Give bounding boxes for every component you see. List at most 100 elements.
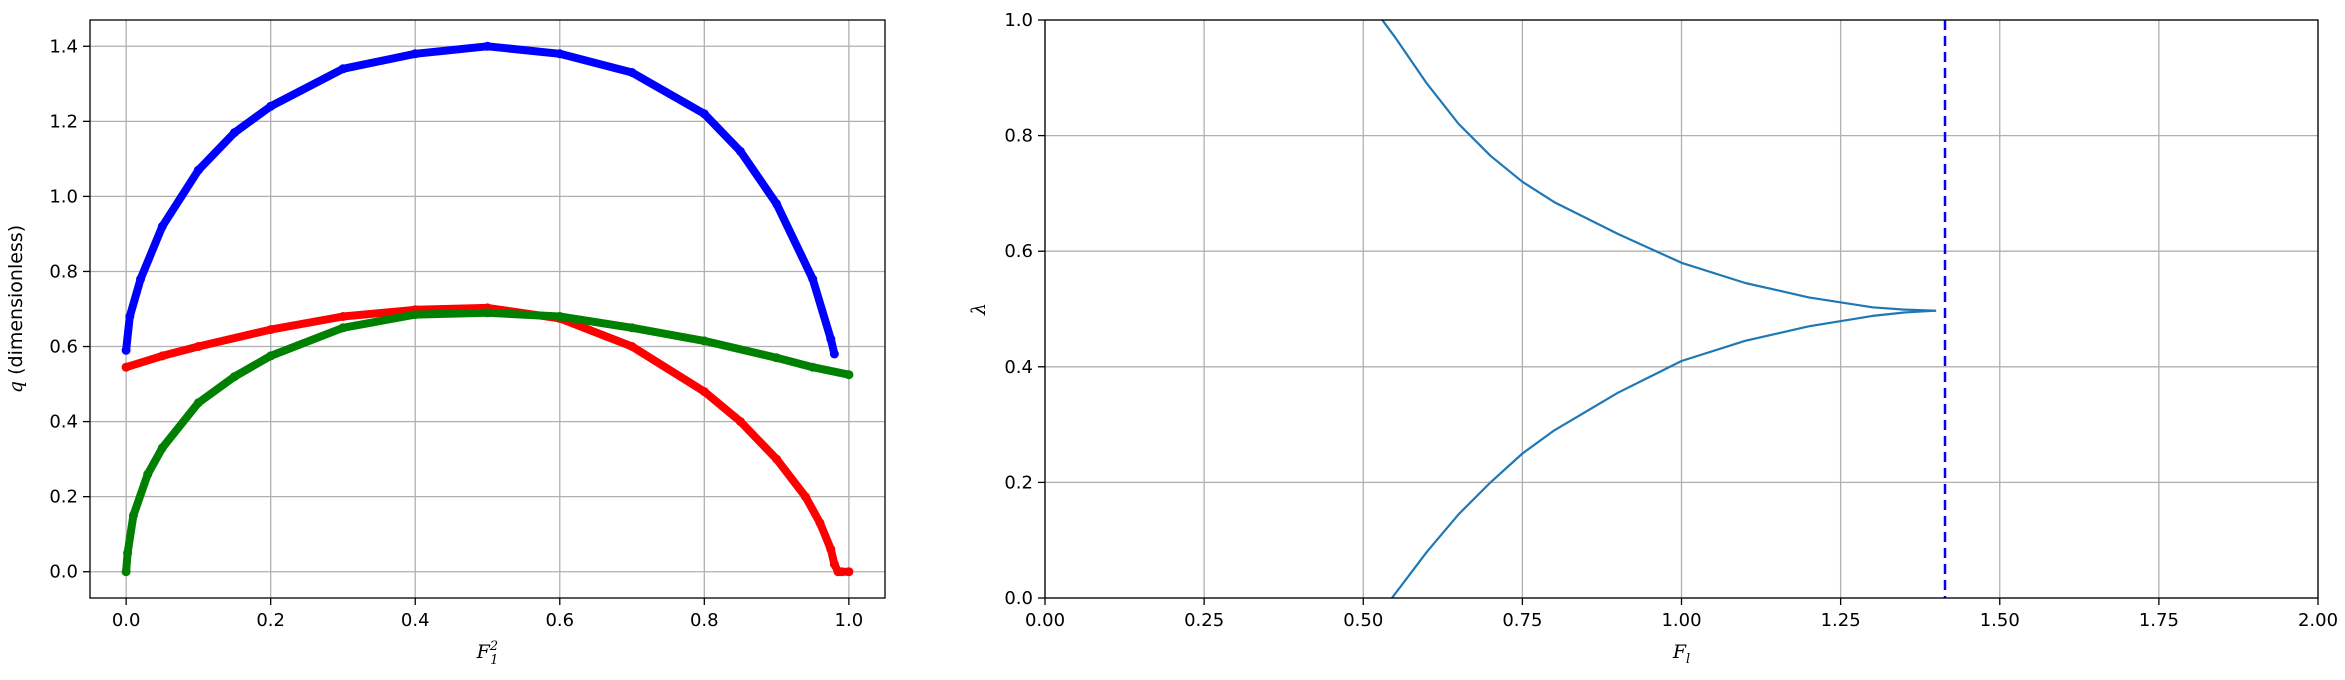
left-series-1-point [193, 342, 203, 351]
right-y-tick-label: 0.4 [1004, 357, 1033, 378]
left-series-2-point [128, 510, 138, 520]
right-series-0-line [1381, 19, 1937, 312]
left-series-0-point [193, 165, 203, 175]
left-series-2-point [808, 362, 818, 372]
right-y-tick-label: 0.2 [1004, 472, 1033, 493]
right-x-axis-label: Fl [1672, 641, 1690, 667]
left-series-0-point [157, 221, 167, 231]
left-x-tick-label: 0.2 [256, 610, 285, 631]
left-series-1-point [772, 454, 782, 464]
left-series-0-point [410, 49, 420, 59]
right-x-tick-label: 0.75 [1502, 610, 1542, 631]
left-plot: 0.0 0.2 0.4 0.6 0.8 1.0 0.0 0.2 0.4 0.6 0.8 1.0 1.2 1… [5, 19, 886, 668]
left-x-tick-label: 0.8 [690, 610, 719, 631]
left-y-tick-label: 1.2 [49, 111, 78, 132]
left-x-axis-label-subscript: 1 [490, 653, 498, 668]
left-x-axis-label-symbol: F [476, 641, 491, 663]
left-ticks: 0.0 0.2 0.4 0.6 0.8 1.0 0.0 0.2 0.4 0.6 0.8 1.0 1.2 1… [49, 36, 863, 631]
left-series-1-point [826, 544, 836, 554]
left-series-2-point [157, 443, 167, 453]
left-series-0-point [772, 199, 782, 209]
right-x-tick-label: 1.25 [1821, 610, 1861, 631]
left-series-0-point [736, 146, 745, 156]
left-series-0-point [483, 41, 492, 51]
left-series-2-point [555, 312, 565, 321]
left-x-tick-label: 0.4 [401, 610, 430, 631]
left-series-1-point [121, 362, 131, 372]
left-series-2-point [772, 353, 782, 363]
left-series-2-point [123, 548, 133, 558]
right-data-series [1381, 19, 1947, 599]
right-x-tick-label: 2.00 [2298, 610, 2338, 631]
left-series-0-point [125, 312, 135, 321]
left-series-0-point [808, 274, 818, 284]
left-series-0-point [555, 49, 565, 59]
left-series-2-point [193, 398, 203, 408]
left-series-1-point [699, 387, 709, 397]
left-series-0-point [136, 274, 146, 284]
left-series-2-point [699, 336, 709, 346]
left-series-2-trace [122, 308, 853, 576]
left-series-1-point [266, 325, 276, 335]
right-grid [1044, 19, 2319, 599]
left-y-tick-label: 0.6 [49, 337, 78, 358]
right-x-axis-label-symbol: F [1672, 641, 1687, 663]
left-series-0-point [829, 349, 839, 359]
left-y-axis-label-symbol: q [5, 381, 27, 393]
left-x-tick-label: 0.6 [545, 610, 574, 631]
right-y-axis-label: λ [968, 303, 990, 316]
left-y-tick-label: 0.0 [49, 562, 78, 583]
left-series-0-point [266, 101, 276, 111]
left-y-tick-label: 0.8 [49, 261, 78, 282]
right-plot: 0.00 0.25 0.50 0.75 1.00 1.25 1.50 1.75 2.00 0.0 0… [968, 10, 2338, 667]
left-series-2-point [844, 370, 854, 380]
right-ticks: 0.00 0.25 0.50 0.75 1.00 1.25 1.50 1.75 2.00 0.0 0… [1004, 10, 2338, 631]
left-series-1-point [736, 417, 745, 427]
right-x-tick-label: 1.00 [1661, 610, 1701, 631]
right-y-tick-label: 0.8 [1004, 126, 1033, 147]
left-y-axis-label: q (dimensionless) [5, 225, 27, 393]
left-series-1-point [829, 559, 839, 569]
left-series-2-point [266, 351, 276, 361]
left-series-1-point [815, 518, 825, 528]
left-y-tick-label: 1.4 [49, 36, 78, 57]
left-x-axis-label-superscript: 2 [489, 639, 498, 654]
left-series-2-point [410, 310, 420, 320]
left-series-1-point [837, 567, 847, 577]
left-series-1-point [338, 312, 348, 321]
left-data-series [121, 41, 854, 577]
right-x-tick-label: 1.75 [2139, 610, 2179, 631]
right-x-axis-label-subscript: l [1686, 652, 1690, 667]
left-series-0-point [121, 345, 131, 355]
right-y-tick-label: 1.0 [1004, 10, 1033, 31]
left-series-1-point [844, 567, 854, 577]
left-series-0-point [230, 128, 239, 138]
left-series-1-point [627, 342, 637, 351]
left-y-tick-label: 1.0 [49, 186, 78, 207]
right-x-tick-label: 0.25 [1184, 610, 1224, 631]
left-y-tick-label: 0.4 [49, 412, 78, 433]
right-series-1-line [1391, 309, 1937, 599]
right-y-tick-label: 0.0 [1004, 588, 1033, 609]
left-x-tick-label: 0.0 [112, 610, 141, 631]
left-series-2-point [483, 308, 492, 318]
left-series-1-point [801, 492, 810, 502]
right-x-tick-label: 0.50 [1343, 610, 1383, 631]
left-series-0-trace [122, 42, 839, 358]
left-y-tick-label: 0.2 [49, 487, 78, 508]
left-series-2-point [230, 372, 239, 382]
left-series-2-point [627, 323, 637, 333]
left-x-axis-label: F2 1 [476, 639, 499, 668]
right-y-tick-label: 0.6 [1004, 241, 1033, 262]
left-x-tick-label: 1.0 [835, 610, 864, 631]
left-series-0-point [699, 109, 709, 119]
right-x-tick-label: 0.00 [1025, 610, 1065, 631]
left-series-0-point [338, 64, 348, 74]
left-axes-frame [89, 19, 886, 599]
left-series-2-point [143, 469, 153, 479]
left-series-1-point [157, 351, 167, 361]
left-series-0-point [826, 334, 836, 344]
left-series-0-point [627, 68, 637, 77]
left-series-2-point [121, 567, 131, 577]
